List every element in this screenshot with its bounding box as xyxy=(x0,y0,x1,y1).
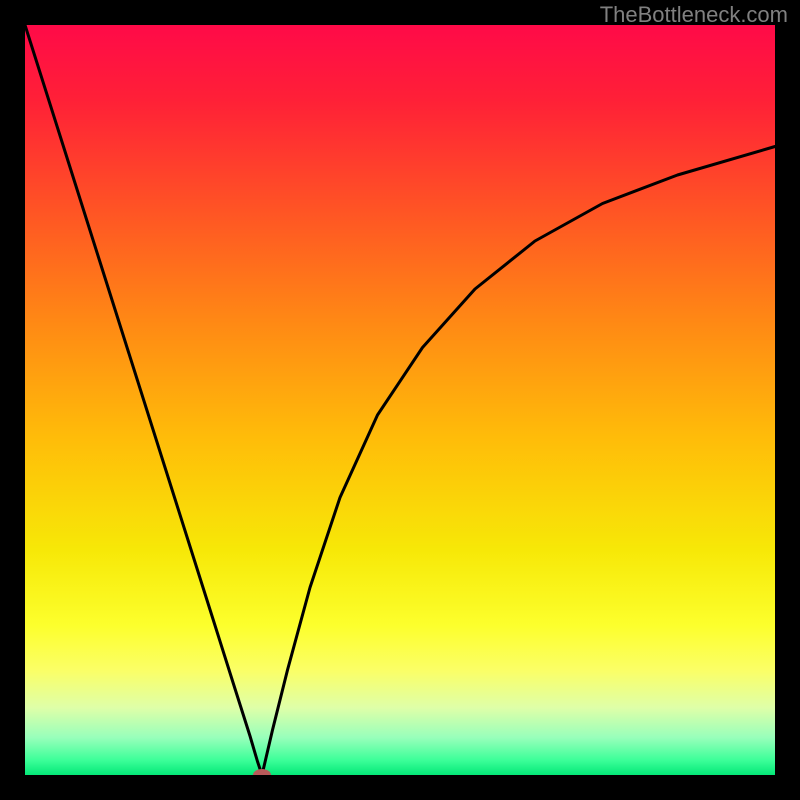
chart-container: TheBottleneck.com xyxy=(0,0,800,800)
gradient-background xyxy=(25,25,775,775)
plot-area xyxy=(25,25,775,775)
watermark-text: TheBottleneck.com xyxy=(600,2,788,28)
chart-svg xyxy=(25,25,775,775)
